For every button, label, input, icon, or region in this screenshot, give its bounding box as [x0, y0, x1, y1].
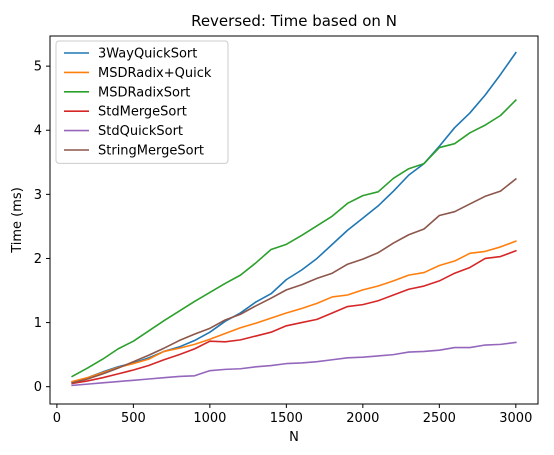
y-axis: 0 1 2 3 4 5: [34, 60, 50, 395]
legend: 3WayQuickSort MSDRadix+Quick MSDRadixSort S…: [55, 40, 229, 164]
y-tick-label: 1: [34, 316, 42, 331]
y-tick-label: 2: [34, 252, 42, 267]
legend-label: StdQuickSort: [98, 124, 183, 139]
x-axis-label: N: [289, 430, 299, 445]
y-tick-label: 3: [34, 188, 42, 203]
x-tick-label: 3000: [499, 411, 532, 426]
legend-label: 3WayQuickSort: [98, 47, 197, 62]
y-tick-label: 0: [34, 380, 42, 395]
legend-label: StringMergeSort: [98, 144, 204, 159]
series-line-stdquicksort: [71, 341, 517, 387]
plot-frame: [49, 35, 539, 405]
x-tick-label: 1500: [270, 411, 303, 426]
legend-label: StdMergeSort: [98, 105, 187, 120]
series-line-3wayquicksort: [71, 51, 517, 384]
y-tick-label: 5: [34, 60, 42, 75]
x-tick-label: 2500: [423, 411, 456, 426]
series-line-msdradixsort: [71, 98, 517, 378]
series-line-msdradix-quick: [71, 240, 517, 383]
chart-title: Reversed: Time based on N: [191, 12, 397, 30]
legend-label: MSDRadixSort: [98, 85, 190, 100]
series-line-stringmergesort: [71, 177, 517, 384]
x-tick-label: 1000: [193, 411, 226, 426]
series-line-stdmergesort: [71, 249, 517, 385]
x-tick-label: 500: [121, 411, 146, 426]
y-tick-label: 4: [34, 124, 42, 139]
x-tick-label: 0: [53, 411, 61, 426]
y-axis-label: Time (ms): [10, 187, 25, 254]
legend-box: [55, 40, 229, 164]
legend-label: MSDRadix+Quick: [98, 66, 212, 81]
series-lines: [71, 51, 517, 387]
x-tick-label: 2000: [346, 411, 379, 426]
x-axis: 0 500 1000 1500 2000 2500 3000: [53, 404, 532, 426]
